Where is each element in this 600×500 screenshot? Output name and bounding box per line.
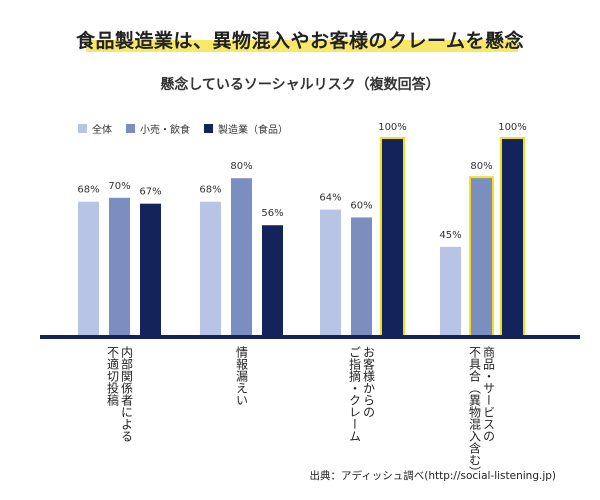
category-label: ご指摘・クレーム <box>348 346 362 442</box>
category-label: 情報漏えい <box>235 346 249 406</box>
source-note: 出典：アディッシュ調べ(http://social-listening.jp) <box>309 470 556 482</box>
legend: 全体 小売・飲食 製造業（食品） <box>78 121 288 136</box>
bar <box>502 139 523 335</box>
data-label: 56% <box>261 208 283 219</box>
title-highlight <box>86 40 518 52</box>
x-axis-line <box>40 335 580 339</box>
bar <box>351 217 372 335</box>
legend-swatch-all <box>78 124 87 133</box>
data-label: 67% <box>139 187 161 198</box>
legend-item-food-mfg: 製造業（食品） <box>204 121 288 136</box>
data-label: 68% <box>77 185 99 196</box>
legend-label-all: 全体 <box>92 125 112 136</box>
chart-subtitle: 懸念しているソーシャルリスク（複数回答） <box>160 77 440 93</box>
data-label: 100% <box>498 122 527 133</box>
data-label: 100% <box>378 122 407 133</box>
bar <box>382 139 403 335</box>
bar <box>471 178 492 335</box>
data-label: 80% <box>230 161 252 172</box>
chart-title: 食品製造業は、異物混入やお客様のクレームを懸念 <box>76 30 524 52</box>
bar <box>78 201 99 335</box>
legend-item-all: 全体 <box>78 121 112 136</box>
bar <box>109 197 130 335</box>
bar <box>200 201 221 335</box>
legend-item-retail: 小売・飲食 <box>126 121 190 136</box>
bar <box>440 246 461 335</box>
legend-swatch-food-mfg <box>204 124 213 133</box>
data-label: 68% <box>199 185 221 196</box>
category-label: お客様からの <box>362 346 376 418</box>
bar <box>140 203 161 335</box>
data-label: 45% <box>439 230 461 241</box>
data-label: 80% <box>470 161 492 172</box>
legend-swatch-retail <box>126 124 135 133</box>
bar <box>262 225 283 335</box>
legend-label-retail: 小売・飲食 <box>140 125 190 136</box>
bar <box>320 209 341 335</box>
data-label: 70% <box>108 181 130 192</box>
data-label: 60% <box>350 200 372 211</box>
legend-label-food-mfg: 製造業（食品） <box>218 125 288 136</box>
category-label: 不具合（異物混入含む） <box>468 346 482 478</box>
category-label: 不適切投稿 <box>106 346 120 407</box>
bar <box>231 178 252 335</box>
data-label: 64% <box>319 193 341 204</box>
category-label: 商品・サービスの <box>482 345 496 442</box>
category-label: 内部関係者による <box>120 346 134 442</box>
